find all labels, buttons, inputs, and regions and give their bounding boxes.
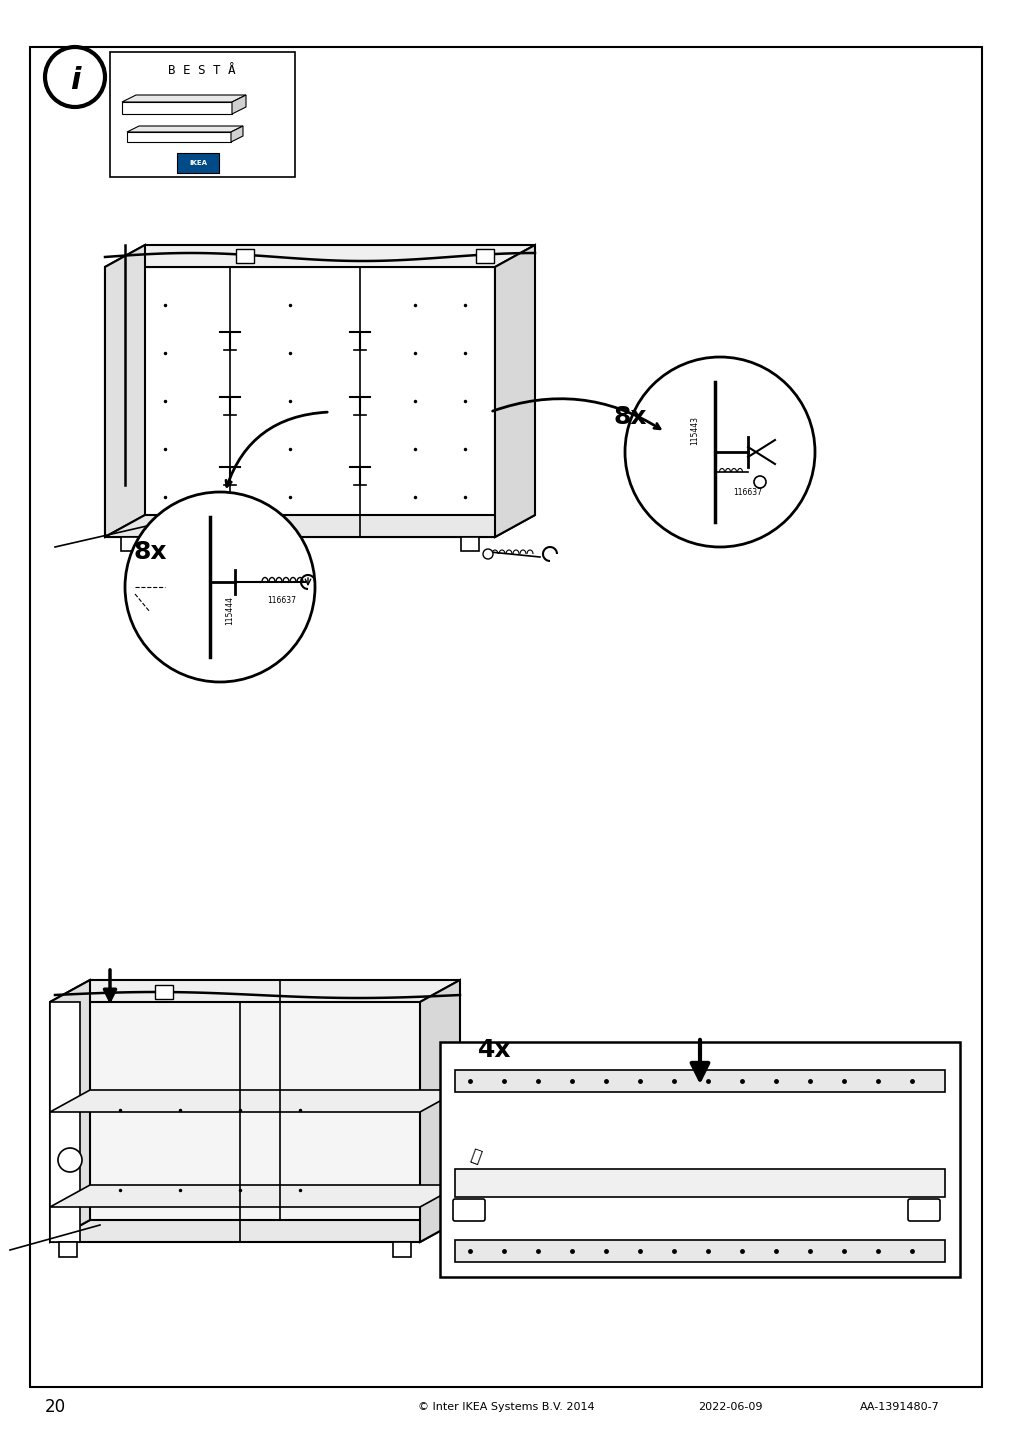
Circle shape — [125, 493, 314, 682]
Text: 8x: 8x — [133, 540, 167, 564]
Text: B E S T Å: B E S T Å — [168, 63, 236, 76]
Circle shape — [58, 1148, 82, 1171]
Bar — [475, 249, 493, 263]
Text: © Inter IKEA Systems B.V. 2014: © Inter IKEA Systems B.V. 2014 — [418, 1402, 593, 1412]
Circle shape — [482, 548, 492, 558]
Text: 4x: 4x — [478, 1038, 512, 1063]
Text: 8x: 8x — [613, 405, 646, 430]
FancyBboxPatch shape — [907, 1199, 939, 1221]
Polygon shape — [126, 126, 243, 132]
Polygon shape — [122, 95, 246, 102]
Circle shape — [753, 475, 765, 488]
Polygon shape — [105, 516, 535, 537]
Polygon shape — [50, 979, 90, 1242]
Text: 2022-06-09: 2022-06-09 — [697, 1402, 761, 1412]
Polygon shape — [105, 266, 494, 537]
Polygon shape — [494, 245, 535, 537]
Polygon shape — [122, 102, 232, 115]
Bar — [461, 537, 478, 551]
Polygon shape — [50, 1090, 460, 1113]
FancyBboxPatch shape — [453, 1199, 484, 1221]
Text: ✋: ✋ — [467, 1146, 483, 1166]
Text: 115444: 115444 — [225, 596, 235, 624]
Text: i: i — [70, 66, 80, 95]
Bar — [392, 1242, 410, 1257]
Bar — [110, 52, 295, 178]
Text: 115443: 115443 — [690, 415, 699, 444]
Polygon shape — [231, 126, 243, 142]
Text: 116637: 116637 — [733, 487, 761, 497]
Polygon shape — [105, 245, 535, 266]
Bar — [455, 1240, 944, 1262]
Polygon shape — [50, 1002, 80, 1242]
Polygon shape — [126, 132, 231, 142]
Polygon shape — [232, 95, 246, 115]
Polygon shape — [50, 1220, 460, 1242]
FancyBboxPatch shape — [177, 153, 218, 173]
Bar — [455, 1169, 944, 1197]
Text: 20: 20 — [44, 1398, 66, 1416]
Bar — [455, 1070, 944, 1093]
Text: AA-1391480-7: AA-1391480-7 — [859, 1402, 939, 1412]
Circle shape — [44, 47, 105, 107]
Polygon shape — [105, 245, 145, 537]
Polygon shape — [90, 979, 460, 1220]
Bar — [155, 985, 173, 1000]
Polygon shape — [50, 979, 460, 1002]
Bar — [59, 1242, 77, 1257]
Bar — [236, 249, 254, 263]
Polygon shape — [50, 1186, 460, 1207]
Text: 116637: 116637 — [267, 596, 296, 604]
Text: IKEA: IKEA — [189, 160, 207, 166]
Circle shape — [625, 357, 814, 547]
Bar — [121, 537, 139, 551]
Bar — [440, 1042, 959, 1277]
Polygon shape — [420, 979, 460, 1242]
